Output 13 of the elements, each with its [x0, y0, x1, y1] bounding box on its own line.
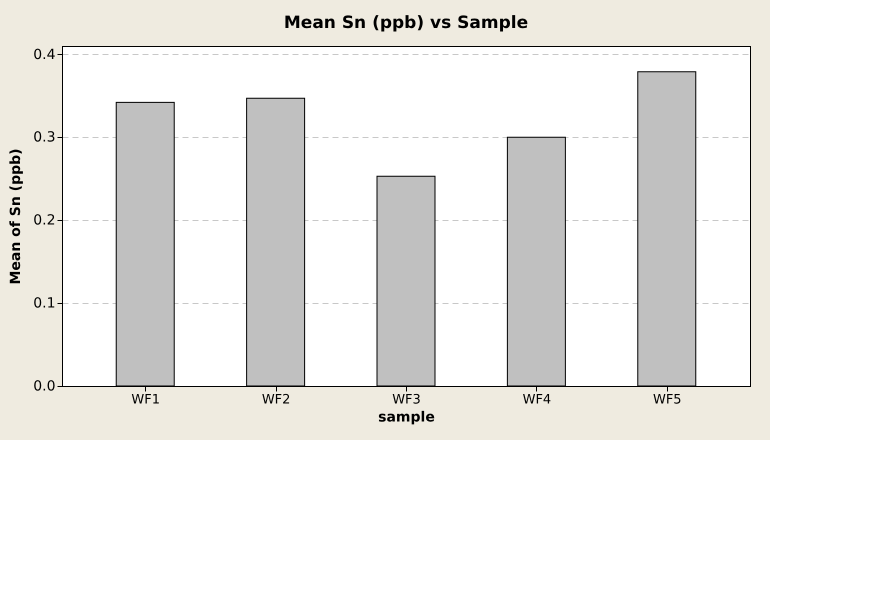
- x-tick-label: WF5: [652, 392, 682, 408]
- y-tick-label: 0.2: [33, 212, 56, 229]
- y-tick-label: 0.4: [33, 46, 56, 63]
- y-axis-title: Mean of Sn (ppb): [8, 148, 24, 285]
- x-axis-title: sample: [378, 410, 435, 426]
- y-tick-label: 0.0: [33, 378, 56, 394]
- x-tick-label: WF1: [131, 392, 160, 408]
- y-tick-label: 0.1: [33, 296, 56, 312]
- x-tick-label: WF4: [522, 392, 552, 408]
- y-tick-label: 0.3: [33, 130, 56, 146]
- x-tick-label: WF3: [392, 392, 421, 408]
- chart-title: Mean Sn (ppb) vs Sample: [284, 13, 528, 33]
- x-tick-label: WF2: [262, 392, 290, 408]
